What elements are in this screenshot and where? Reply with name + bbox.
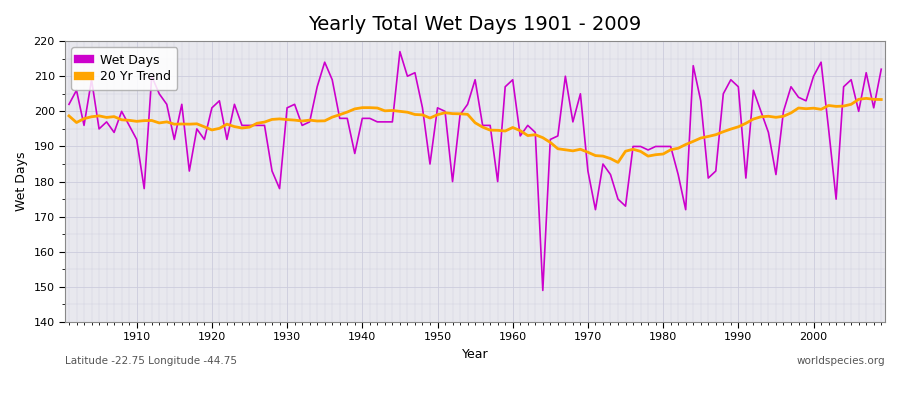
Wet Days: [508, 77, 518, 82]
Text: Latitude -22.75 Longitude -44.75: Latitude -22.75 Longitude -44.75: [65, 356, 238, 366]
20 Yr Trend: [289, 118, 300, 122]
20 Yr Trend: [613, 160, 624, 165]
Legend: Wet Days, 20 Yr Trend: Wet Days, 20 Yr Trend: [71, 47, 177, 90]
Text: worldspecies.org: worldspecies.org: [796, 356, 885, 366]
20 Yr Trend: [860, 96, 871, 101]
Wet Days: [289, 102, 300, 107]
Wet Days: [613, 197, 624, 202]
20 Yr Trend: [334, 112, 345, 117]
Wet Days: [515, 134, 526, 138]
Wet Days: [64, 102, 75, 107]
Title: Yearly Total Wet Days 1901 - 2009: Yearly Total Wet Days 1901 - 2009: [309, 15, 642, 34]
Wet Days: [123, 123, 134, 128]
Wet Days: [537, 288, 548, 293]
20 Yr Trend: [64, 114, 75, 118]
20 Yr Trend: [123, 118, 134, 123]
Y-axis label: Wet Days: Wet Days: [15, 152, 28, 211]
Wet Days: [876, 67, 886, 72]
Wet Days: [394, 49, 405, 54]
20 Yr Trend: [500, 129, 510, 134]
X-axis label: Year: Year: [462, 348, 489, 361]
20 Yr Trend: [598, 154, 608, 158]
20 Yr Trend: [876, 97, 886, 102]
Line: Wet Days: Wet Days: [69, 52, 881, 290]
Wet Days: [334, 116, 345, 121]
20 Yr Trend: [508, 125, 518, 130]
Line: 20 Yr Trend: 20 Yr Trend: [69, 98, 881, 162]
